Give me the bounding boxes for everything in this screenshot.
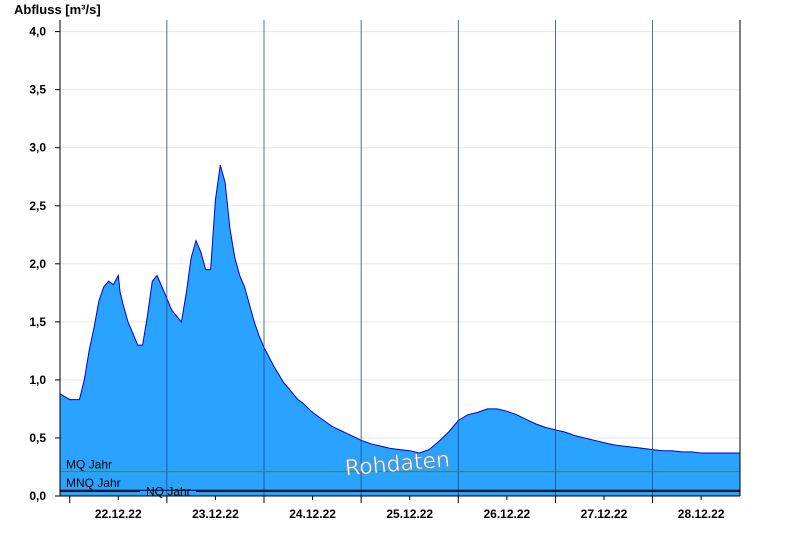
x-tick-label: 26.12.22 xyxy=(483,507,530,521)
x-tick-labels: 22.12.22 23.12.22 24.12.22 25.12.22 26.12.22… xyxy=(69,496,725,521)
axes xyxy=(59,20,741,497)
ref-line-label: MQ Jahr xyxy=(66,458,112,472)
x-tick-label: 24.12.22 xyxy=(289,507,336,521)
y-tick-label: 3,5 xyxy=(29,83,46,97)
day-separator-lines xyxy=(166,20,653,496)
y-tick-label: 2,0 xyxy=(29,257,46,271)
y-tick-labels: 0,0 0,5 1,0 1,5 2,0 2,5 3,0 3,5 4,0 xyxy=(29,25,60,503)
reference-lines: MQ Jahr MNQ Jahr NQ Jahr xyxy=(60,458,740,498)
x-tick-label: 22.12.22 xyxy=(95,507,142,521)
y-tick-label: 2,5 xyxy=(29,199,46,213)
y-tick-label: 3,0 xyxy=(29,141,46,155)
y-axis-label: Abfluss [m³/s] xyxy=(14,2,101,17)
discharge-area xyxy=(60,165,740,496)
discharge-line xyxy=(59,164,740,454)
ref-line-label: NQ Jahr xyxy=(146,484,191,498)
x-tick-label: 23.12.22 xyxy=(192,507,239,521)
x-tick-label: 27.12.22 xyxy=(581,507,628,521)
y-tick-label: 1,5 xyxy=(29,315,46,329)
y-tick-label: 1,0 xyxy=(29,373,46,387)
x-tick-label: 25.12.22 xyxy=(386,507,433,521)
y-tick-label: 0,0 xyxy=(29,489,46,503)
y-tick-label: 4,0 xyxy=(29,25,46,39)
x-tick-label: 28.12.22 xyxy=(678,507,725,521)
y-tick-label: 0,5 xyxy=(29,431,46,445)
ref-line-label: MNQ Jahr xyxy=(66,476,121,490)
